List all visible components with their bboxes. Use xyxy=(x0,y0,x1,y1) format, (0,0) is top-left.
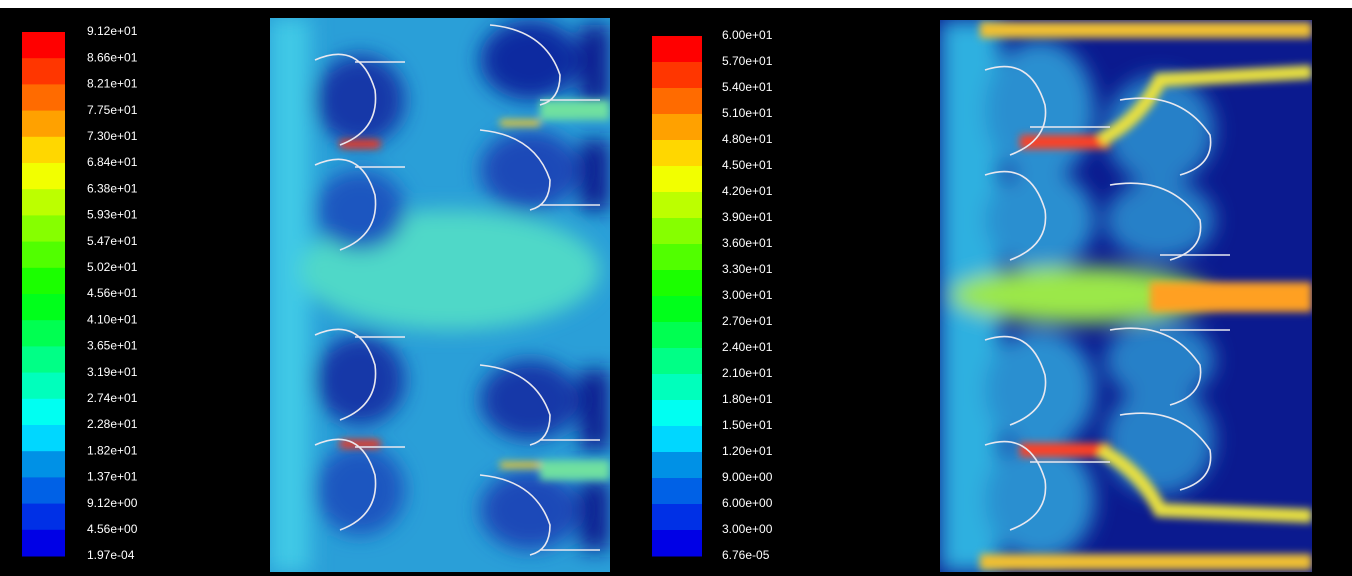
colorbar-label: 5.70e+01 xyxy=(722,54,773,68)
colorbar-label: 2.40e+01 xyxy=(722,340,773,354)
colorbar-label: 4.56e+01 xyxy=(87,286,138,300)
colorbar-band xyxy=(652,270,702,297)
screenshot: 9.12e+01 8.66e+01 8.21e+01 7.75e+01 7.30e+01… xyxy=(0,0,1352,576)
colorbar-label: 2.70e+01 xyxy=(722,314,773,328)
colorbar-label: 8.66e+01 xyxy=(87,50,138,64)
colorbar-label: 9.12e+01 xyxy=(87,24,138,38)
colorbar-label: 7.30e+01 xyxy=(87,129,138,143)
colorbar-label: 7.75e+01 xyxy=(87,103,138,117)
colorbar-band xyxy=(22,111,65,138)
colorbar-label: 1.20e+01 xyxy=(722,444,773,458)
colorbar-band xyxy=(652,374,702,401)
colorbar-label: 3.19e+01 xyxy=(87,365,138,379)
colorbar-label: 5.10e+01 xyxy=(722,106,773,120)
colorbar-band xyxy=(22,84,65,111)
colorbar-band xyxy=(652,218,702,245)
colorbar-band xyxy=(22,163,65,190)
colorbar-band xyxy=(22,294,65,321)
colorbar-label: 6.38e+01 xyxy=(87,181,138,195)
colorbar-label: 4.56e+00 xyxy=(87,522,138,536)
colorbar-label: 2.74e+01 xyxy=(87,391,138,405)
colorbar-label: 3.90e+01 xyxy=(722,210,773,224)
colorbar-band xyxy=(652,296,702,323)
colorbar-band xyxy=(652,504,702,531)
colorbar-band xyxy=(22,215,65,242)
colorbar-label: 6.00e+01 xyxy=(722,28,773,42)
top-margin xyxy=(0,0,1352,8)
colorbar-label: 3.00e+01 xyxy=(722,288,773,302)
colorbar-label: 2.28e+01 xyxy=(87,417,138,431)
colorbar-band xyxy=(22,32,65,59)
colorbar-band xyxy=(22,373,65,400)
colorbar-band xyxy=(652,62,702,89)
colorbar-label: 4.80e+01 xyxy=(722,132,773,146)
colorbar-label: 5.47e+01 xyxy=(87,234,138,248)
colorbar-band xyxy=(22,189,65,216)
colorbar-band xyxy=(22,451,65,478)
colorbar-band xyxy=(22,320,65,347)
colorbar-band xyxy=(652,36,702,63)
colorbar-band xyxy=(652,348,702,375)
colorbar-band xyxy=(652,244,702,271)
colorbar-band xyxy=(22,58,65,85)
colorbar-label: 5.40e+01 xyxy=(722,80,773,94)
colorbar-label: 9.12e+00 xyxy=(87,496,138,510)
contour-field xyxy=(940,20,1312,572)
colorbar-label: 2.10e+01 xyxy=(722,366,773,380)
colorbar-band xyxy=(652,166,702,193)
colorbar-band xyxy=(22,504,65,531)
colorbar-band xyxy=(652,192,702,219)
colorbar-band xyxy=(22,425,65,452)
colorbar-band xyxy=(652,88,702,115)
colorbar-label: 1.82e+01 xyxy=(87,443,138,457)
colorbar-label: 3.00e+00 xyxy=(722,522,773,536)
colorbar-label: 5.93e+01 xyxy=(87,208,138,222)
colorbar-band xyxy=(22,399,65,426)
colorbar-label: 1.50e+01 xyxy=(722,418,773,432)
colorbar-label: 4.20e+01 xyxy=(722,184,773,198)
colorbar-label: 4.50e+01 xyxy=(722,158,773,172)
colorbar-label: 3.65e+01 xyxy=(87,339,138,353)
colorbar-label: 6.00e+00 xyxy=(722,496,773,510)
colorbar-label: 5.02e+01 xyxy=(87,260,138,274)
colorbar-label: 1.97e-04 xyxy=(87,548,135,562)
colorbar-band xyxy=(22,268,65,295)
colorbar-band xyxy=(652,452,702,479)
colorbar-band xyxy=(652,530,702,557)
colorbar-label: 6.76e-05 xyxy=(722,548,770,562)
colorbar-band xyxy=(652,426,702,453)
contour-field xyxy=(270,18,610,572)
colorbar-label: 1.37e+01 xyxy=(87,470,138,484)
colorbar-label: 1.80e+01 xyxy=(722,392,773,406)
colorbar-band xyxy=(22,137,65,164)
colorbar-label: 4.10e+01 xyxy=(87,312,138,326)
colorbar-label: 3.60e+01 xyxy=(722,236,773,250)
colorbar-band xyxy=(652,114,702,141)
colorbar-band xyxy=(652,400,702,427)
colorbar-band xyxy=(652,478,702,505)
colorbar-band xyxy=(22,477,65,504)
colorbar-label: 9.00e+00 xyxy=(722,470,773,484)
colorbar-band xyxy=(652,140,702,167)
colorbar-band xyxy=(22,530,65,557)
colorbar-band xyxy=(22,346,65,373)
colorbar-label: 3.30e+01 xyxy=(722,262,773,276)
colorbar-band xyxy=(22,242,65,269)
colorbar-band xyxy=(652,322,702,349)
colorbar-label: 8.21e+01 xyxy=(87,77,138,91)
colorbar-label: 6.84e+01 xyxy=(87,155,138,169)
